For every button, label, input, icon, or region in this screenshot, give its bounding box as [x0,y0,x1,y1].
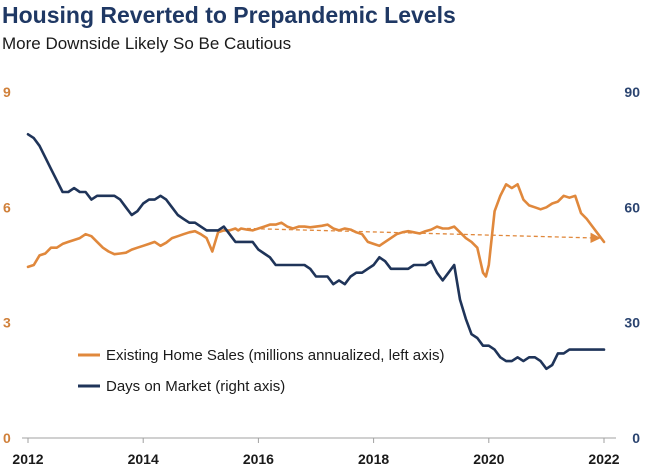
y-left-tick-label: 0 [3,430,11,446]
y-right-tick-label: 90 [624,84,640,100]
y-left-tick-label: 3 [3,315,11,331]
y-left-tick-label: 9 [3,84,11,100]
axes [22,437,616,443]
x-tick-label: 2014 [128,451,159,467]
legend-label-sales: Existing Home Sales (millions annualized… [106,347,444,364]
x-tick-label: 2020 [473,451,504,467]
existing-home-sales-line [26,183,606,278]
y-right-tick-label: 0 [632,430,640,446]
chart-subtitle: More Downside Likely So Be Cautious [2,34,292,53]
x-tick-label: 2016 [243,451,274,467]
y-right-tick-label: 60 [624,199,640,215]
days-on-market-line [26,133,606,371]
x-tick-label: 2022 [588,451,619,467]
x-tick-label: 2012 [12,451,43,467]
y-right-tick-label: 30 [624,315,640,331]
y-left-tick-label: 6 [3,199,11,215]
legend-label-days: Days on Market (right axis) [106,378,285,395]
series-lines [26,133,606,371]
legend: Existing Home Sales (millions annualized… [78,347,444,395]
x-tick-label: 2018 [358,451,389,467]
chart-title: Housing Reverted to Prepandemic Levels [2,2,456,28]
